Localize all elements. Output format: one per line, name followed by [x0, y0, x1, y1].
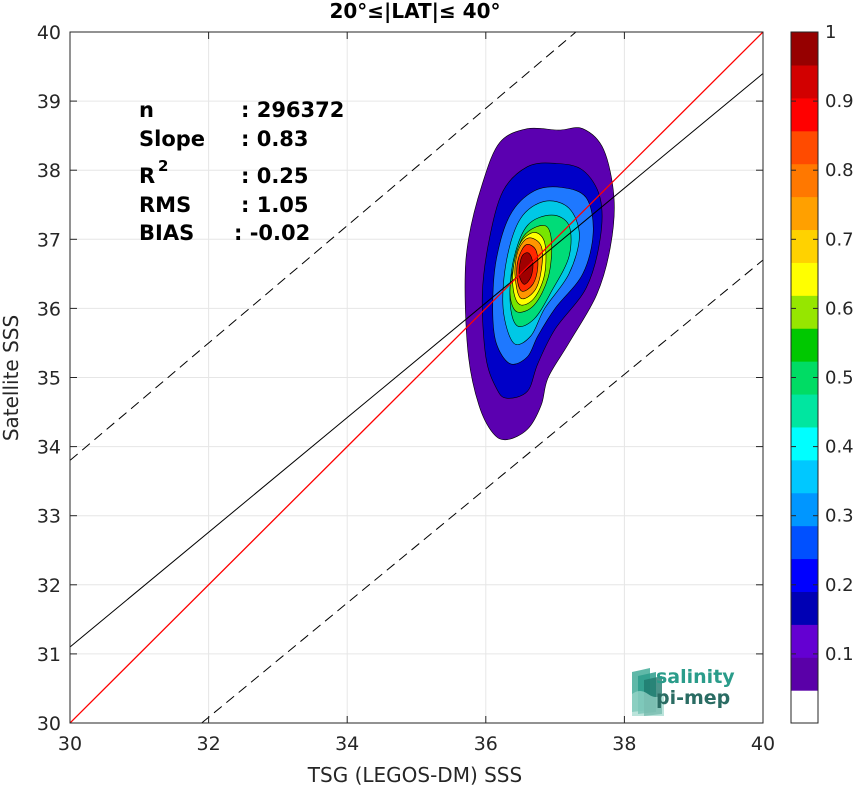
colorbar-tick-label-4: 0.5 [825, 368, 854, 389]
grid [69, 31, 764, 724]
upper-bound-dashed-line [70, 32, 577, 461]
colorbar [791, 32, 818, 724]
colorbar-band-16 [791, 163, 818, 198]
colorbar-band-1 [791, 657, 818, 691]
y-tick-label-0: 30 [37, 713, 61, 735]
regression-line [70, 73, 763, 648]
colorbar-tick-label-2: 0.3 [825, 506, 854, 527]
colorbar-tick-label-3: 0.4 [825, 437, 854, 458]
logo-line1: salinity [656, 666, 735, 688]
x-axis-ticks: 30 32 34 36 38 40 [58, 32, 775, 755]
colorbar-band-17 [791, 130, 818, 165]
y-axis-label: Satellite SSS [0, 315, 23, 441]
salinity-pi-mep-logo: salinity pi-mep [632, 666, 735, 716]
x-tick-label-4: 38 [612, 733, 636, 755]
y-tick-label-10: 40 [37, 22, 61, 44]
y-tick-label-5: 35 [37, 368, 61, 390]
colorbar-band-3 [791, 591, 818, 625]
y-tick-label-1: 31 [37, 644, 61, 666]
one-to-one-line [70, 32, 763, 723]
logo-line2: pi-mep [656, 687, 730, 709]
stat-bias-label: BIAS [139, 221, 194, 245]
x-tick-label-5: 40 [751, 733, 775, 755]
colorbar-band-18 [791, 97, 818, 132]
stat-bias-value: : -0.02 [234, 221, 310, 245]
y-tick-label-9: 39 [37, 91, 61, 113]
colorbar-tick-label-5: 0.6 [825, 298, 854, 319]
y-tick-label-3: 33 [37, 506, 61, 528]
stat-n-label: n [139, 98, 154, 122]
stat-n-value: : 296372 [241, 98, 344, 122]
chart-title: 20°≤|LAT|≤ 40° [329, 0, 500, 23]
x-tick-label-1: 32 [197, 733, 221, 755]
y-tick-label-4: 34 [37, 437, 61, 459]
y-tick-label-6: 36 [37, 298, 61, 320]
colorbar-band-8 [791, 426, 818, 461]
x-tick-label-2: 34 [335, 733, 359, 755]
stats-box: n : 296372 Slope : 0.83 R 2 : 0.25 RMS :… [139, 98, 344, 245]
colorbar-tick-label-0: 0.1 [825, 644, 854, 665]
colorbar-band-9 [791, 393, 818, 428]
colorbar-tick-label-1: 0.2 [825, 575, 854, 596]
colorbar-band-11 [791, 328, 818, 362]
stat-r2-label: R [139, 164, 155, 188]
colorbar-band-2 [791, 624, 818, 658]
logo-wave-icon [632, 668, 664, 716]
colorbar-band-6 [791, 492, 818, 527]
colorbar-band-19 [791, 64, 818, 99]
stat-r2-value: : 0.25 [241, 164, 309, 188]
x-axis-label: TSG (LEGOS-DM) SSS [307, 763, 522, 787]
colorbar-band-14 [791, 229, 818, 263]
stat-rms-value: : 1.05 [241, 193, 309, 217]
colorbar-band-12 [791, 295, 818, 329]
colorbar-tick-label-9: 1 [825, 22, 836, 43]
colorbar-band-5 [791, 525, 818, 560]
y-tick-label-8: 38 [37, 160, 61, 182]
x-tick-label-0: 30 [58, 733, 82, 755]
colorbar-tick-label-6: 0.7 [825, 229, 854, 250]
colorbar-tick-label-8: 0.9 [825, 91, 854, 112]
reference-lines [70, 32, 763, 723]
colorbar-band-7 [791, 459, 818, 494]
colorbar-ticks: 0.1 0.2 0.3 0.4 0.5 0.6 0.7 0.8 0.9 1 [791, 22, 854, 665]
lower-bound-dashed-line [201, 259, 763, 723]
y-axis-ticks: 30 31 32 33 34 35 36 37 38 39 40 [37, 22, 763, 735]
stat-r2-superscript: 2 [158, 157, 168, 175]
colorbar-band-0 [791, 690, 818, 724]
colorbar-band-4 [791, 558, 818, 592]
colorbar-band-13 [791, 262, 818, 296]
stat-slope-label: Slope [139, 127, 205, 151]
colorbar-band-20 [791, 32, 818, 66]
colorbar-tick-label-7: 0.8 [825, 160, 854, 181]
stat-rms-label: RMS [139, 193, 191, 217]
x-tick-label-3: 36 [474, 733, 498, 755]
y-tick-label-7: 37 [37, 229, 61, 251]
colorbar-band-15 [791, 196, 818, 231]
stat-slope-value: : 0.83 [241, 127, 309, 151]
y-tick-label-2: 32 [37, 575, 61, 597]
